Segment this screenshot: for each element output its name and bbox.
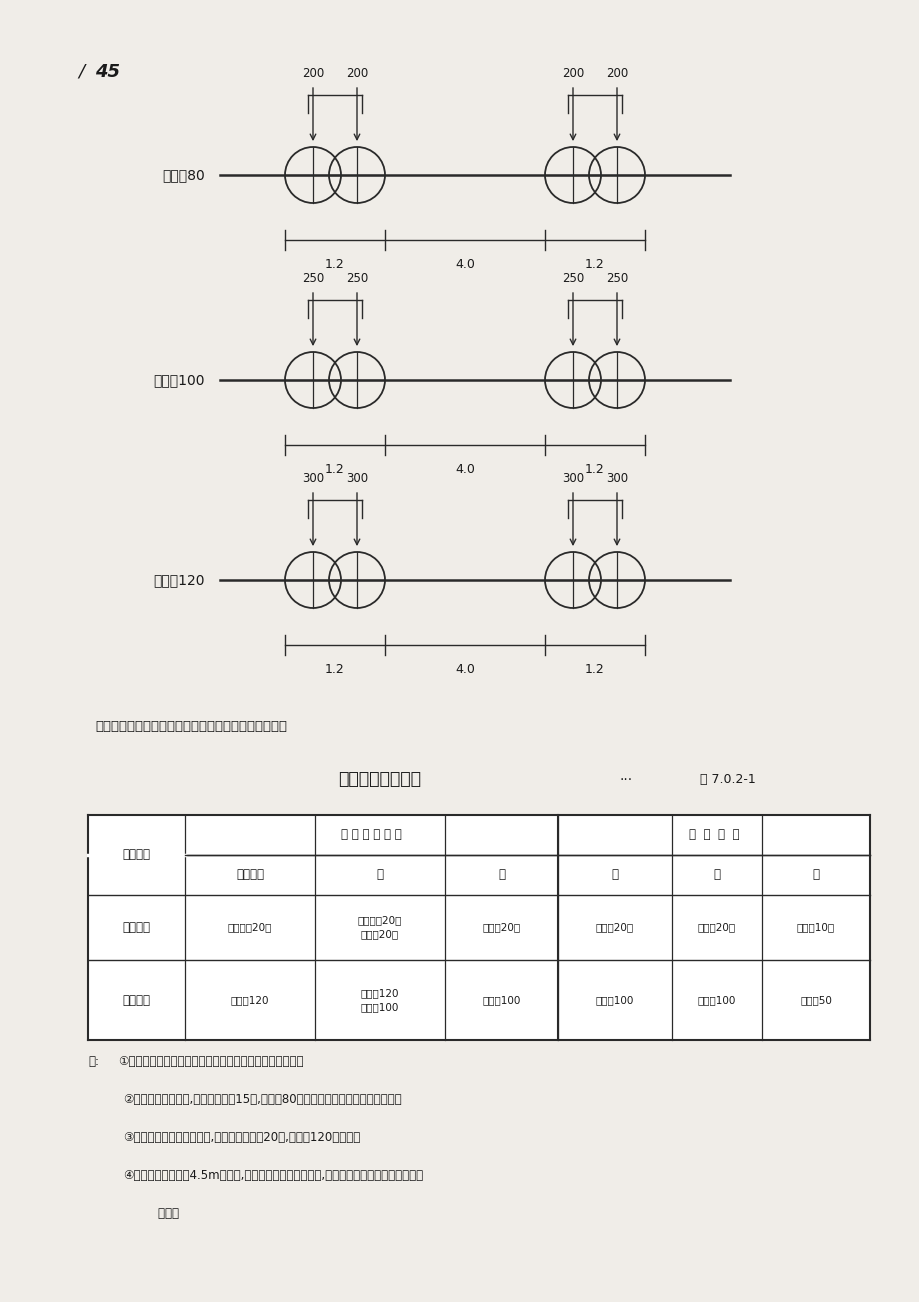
Text: 汽车－20级: 汽车－20级: [482, 923, 520, 932]
Text: 挂车－100: 挂车－100: [697, 995, 735, 1005]
Text: 4.0: 4.0: [455, 663, 474, 676]
Text: 1.2: 1.2: [584, 663, 604, 676]
Text: 300: 300: [301, 473, 323, 486]
Text: 300: 300: [346, 473, 368, 486]
Text: 汽车－20级: 汽车－20级: [698, 923, 735, 932]
Text: 250: 250: [562, 272, 584, 285]
Text: 250: 250: [301, 272, 323, 285]
Text: ···: ···: [619, 773, 632, 786]
Text: 汽车－货20级
汽车－20级: 汽车－货20级 汽车－20级: [357, 915, 402, 940]
Text: 挂车－100: 挂车－100: [153, 372, 205, 387]
Text: 汽 车 专 用 公 路: 汽 车 专 用 公 路: [341, 828, 402, 841]
Bar: [88, 815, 869, 1040]
Text: 二: 二: [497, 868, 505, 881]
Text: 汽车－货20级: 汽车－货20级: [228, 923, 272, 932]
Text: 300: 300: [606, 473, 628, 486]
Text: ④桥面行车道宽度为4.5m的桥梁,其平板挂车不作具体规定,设计时可按实际情况自行确定。: ④桥面行车道宽度为4.5m的桥梁,其平板挂车不作具体规定,设计时可按实际情况自行…: [123, 1169, 423, 1182]
Text: 二: 二: [611, 868, 618, 881]
Text: 1.2: 1.2: [324, 464, 345, 477]
Text: 1.2: 1.2: [584, 464, 604, 477]
Text: 200: 200: [606, 66, 628, 79]
Text: 挂车－80: 挂车－80: [162, 168, 205, 182]
Text: 250: 250: [346, 272, 368, 285]
Text: 300: 300: [562, 473, 584, 486]
Text: 250: 250: [606, 272, 628, 285]
Text: 1.2: 1.2: [324, 663, 345, 676]
Text: 挂车－120
挂车－100: 挂车－120 挂车－100: [360, 988, 399, 1012]
Text: 挂车－120: 挂车－120: [231, 995, 269, 1005]
Text: 挂车－100: 挂车－100: [596, 995, 633, 1005]
Text: 挂车－120: 挂车－120: [153, 573, 205, 587]
Text: 汽车－20级: 汽车－20级: [596, 923, 633, 932]
Text: 计算荷载: 计算荷载: [122, 921, 151, 934]
Text: ①一条路线上的桥涡，一般应采用同一计荷载和验算荷载。: ①一条路线上的桥涡，一般应采用同一计荷载和验算荷载。: [118, 1055, 303, 1068]
Text: 一  般  公  路: 一 般 公 路: [688, 828, 739, 841]
Text: 验算荷载: 验算荷载: [122, 993, 151, 1006]
Text: 三: 三: [713, 868, 720, 881]
Text: 高速公路: 高速公路: [236, 868, 264, 881]
Text: 1.2: 1.2: [584, 258, 604, 271]
Text: 汽车荷载与挂车荷载一般配套出现，下图是配套关系。: 汽车荷载与挂车荷载一般配套出现，下图是配套关系。: [95, 720, 287, 733]
Text: 注:: 注:: [88, 1055, 99, 1068]
Text: 4.0: 4.0: [455, 258, 474, 271]
Text: 4.0: 4.0: [455, 464, 474, 477]
Text: 汽车－10级: 汽车－10级: [796, 923, 834, 932]
Text: 公路等级: 公路等级: [122, 849, 151, 862]
Text: 履带－50: 履带－50: [800, 995, 831, 1005]
Text: 各级公路车辆荷载: 各级公路车辆荷载: [338, 769, 421, 788]
Text: 200: 200: [346, 66, 368, 79]
Text: 四: 四: [811, 868, 819, 881]
Text: 200: 200: [301, 66, 323, 79]
Text: 一: 一: [376, 868, 383, 881]
Text: 挂车－100: 挂车－100: [482, 995, 520, 1005]
Text: 1.2: 1.2: [324, 258, 345, 271]
Text: 200: 200: [562, 66, 584, 79]
Text: ③有集装笱运输的一级公路,应采用汽车－货20级,挂车－120的荷载。: ③有集装笱运输的一级公路,应采用汽车－货20级,挂车－120的荷载。: [123, 1131, 360, 1144]
Text: 表 7.0.2-1: 表 7.0.2-1: [699, 773, 754, 786]
Text: 45: 45: [95, 62, 119, 81]
Text: 确定。: 确定。: [142, 1207, 179, 1220]
Text: /: /: [78, 62, 84, 81]
Text: ②当改建三级公路时,对达到汽车－15级,挂车－80荷载标准的原有桥梁可适当利用。: ②当改建三级公路时,对达到汽车－15级,挂车－80荷载标准的原有桥梁可适当利用。: [123, 1092, 402, 1105]
